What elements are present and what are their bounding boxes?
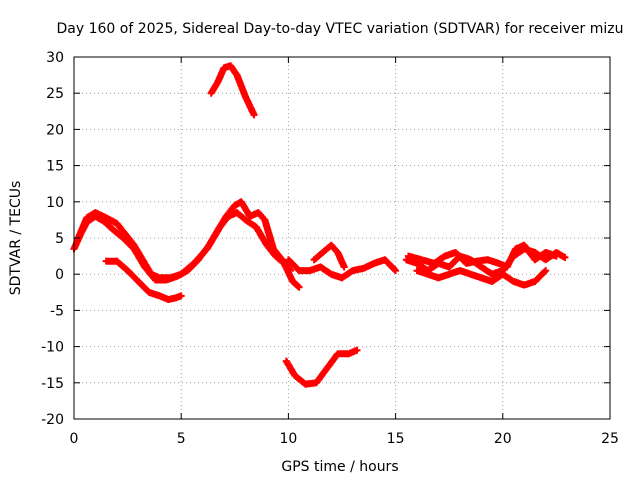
y-tick-label: 10 xyxy=(46,195,64,211)
series-arc-morning-lower xyxy=(102,257,185,304)
y-tick-label: -20 xyxy=(41,412,64,428)
x-axis-label: GPS time / hours xyxy=(281,459,398,475)
grid-layer xyxy=(74,57,610,419)
y-tick-label: 0 xyxy=(55,267,64,283)
data-layer xyxy=(70,62,569,388)
series-trail xyxy=(286,256,398,281)
tick-layer: 0 5 10 15 20 25 -20 -15 -10 -5 0 5 10 15 20 25 30 xyxy=(41,50,619,447)
series-trail xyxy=(311,242,348,270)
y-tick-label: 15 xyxy=(46,159,64,175)
x-tick-label: 20 xyxy=(494,431,512,447)
y-tick-label: -10 xyxy=(41,340,64,356)
series-trail xyxy=(104,257,184,303)
y-tick-label: -5 xyxy=(50,303,64,319)
series-arc-afternoon-upper xyxy=(404,241,560,271)
series-arc-midday-bump xyxy=(310,241,348,271)
x-tick-label: 10 xyxy=(279,431,297,447)
chart-title: Day 160 of 2025, Sidereal Day-to-day VTE… xyxy=(57,21,624,37)
y-axis-label: SDTVAR / TECUs xyxy=(8,181,24,296)
series-trail xyxy=(414,267,549,289)
series-arc-afternoon-lower xyxy=(413,267,550,289)
x-tick-label: 0 xyxy=(70,431,79,447)
series-arc-high-peak xyxy=(207,62,258,119)
y-tick-label: 5 xyxy=(55,231,64,247)
y-tick-label: 25 xyxy=(46,86,64,102)
series-trail xyxy=(75,199,294,282)
x-tick-label: 15 xyxy=(387,431,405,447)
series-arc-midday xyxy=(284,256,400,282)
series-trail xyxy=(208,62,257,117)
x-tick-label: 5 xyxy=(177,431,186,447)
series-trail xyxy=(406,242,559,270)
series-arc-low-dip xyxy=(282,346,361,388)
x-tick-label: 25 xyxy=(601,431,619,447)
series-trail xyxy=(283,347,360,388)
y-tick-label: -15 xyxy=(41,376,64,392)
y-tick-label: 30 xyxy=(46,50,64,66)
y-tick-label: 20 xyxy=(46,122,64,138)
